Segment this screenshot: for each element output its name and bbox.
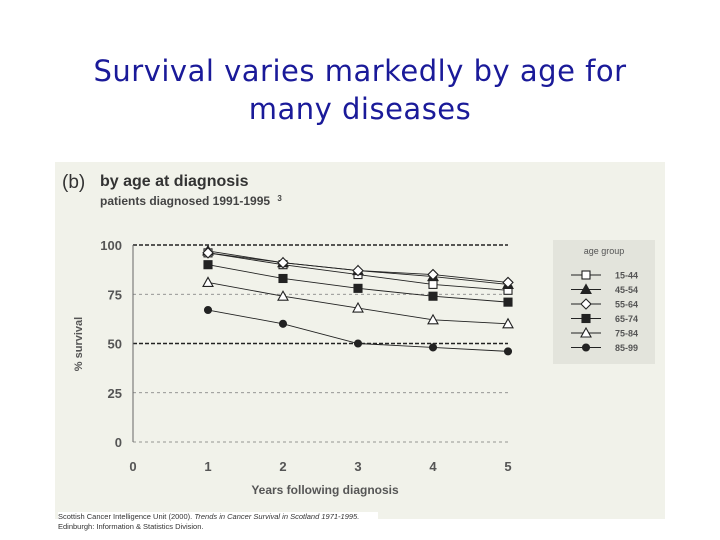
- data-point-65-74-year-3: [353, 283, 363, 293]
- series-85-99: [203, 305, 513, 356]
- source-credit-prefix: Scottish Cancer Intelligence Unit (2000)…: [58, 512, 193, 521]
- series-65-74: [203, 260, 513, 307]
- chart-subtitle-note: 3: [277, 194, 282, 203]
- x-tick-label-4: 4: [429, 459, 437, 474]
- data-point-65-74-year-2: [278, 273, 288, 284]
- legend-entry-65-74: 65-74: [571, 313, 638, 324]
- data-point-55-64-year-3: [352, 264, 364, 277]
- legend-marker-55-64: [580, 298, 592, 310]
- data-point-85-99-year-3: [353, 339, 363, 348]
- chart-panel-label: (b): [62, 172, 85, 193]
- legend-label-65-74: 65-74: [615, 314, 638, 324]
- legend-entry-85-99: 85-99: [571, 343, 638, 353]
- survival-line-chart: (b) by age at diagnosis patients diagnos…: [62, 172, 655, 497]
- legend-entry-55-64: 55-64: [571, 298, 638, 310]
- legend-box: [553, 240, 655, 364]
- data-point-75-84-year-4: [427, 313, 439, 325]
- legend-title: age group: [584, 246, 625, 256]
- x-tick-label-3: 3: [354, 459, 361, 474]
- legend-entry-75-84: 75-84: [571, 326, 638, 339]
- data-point-65-74-year-5: [503, 297, 513, 307]
- legend-entry-15-44: 15-44: [571, 270, 638, 281]
- data-point-85-99-year-5: [503, 347, 513, 356]
- source-credit-title: Trends in Cancer Survival in Scotland 19…: [194, 512, 360, 521]
- x-axis-label: Years following diagnosis: [251, 483, 399, 497]
- slide-title: Survival varies markedly by age for many…: [60, 52, 660, 128]
- legend-marker-75-84: [580, 326, 592, 338]
- legend-marker-65-74: [581, 313, 591, 324]
- data-point-65-74-year-4: [428, 291, 438, 301]
- data-point-85-99-year-1: [203, 305, 213, 315]
- data-point-75-84-year-3: [352, 301, 364, 313]
- legend-marker-15-44: [581, 270, 591, 280]
- data-point-55-64-year-5: [502, 276, 514, 289]
- data-point-55-64-year-2: [277, 256, 289, 269]
- legend-label-45-54: 45-54: [615, 285, 638, 295]
- data-point-15-44-year-4: [428, 279, 438, 289]
- data-point-75-84-year-1: [202, 276, 214, 287]
- slide-title-line-1: Survival varies markedly by age for: [93, 54, 627, 88]
- y-tick-label-0: 0: [115, 435, 122, 450]
- legend-entries: 15-44 45-54 55-64 65-74 75-84 85-99: [571, 270, 638, 353]
- chart-panel: (b) by age at diagnosis patients diagnos…: [55, 162, 665, 519]
- series-55-64: [202, 247, 514, 289]
- legend-label-75-84: 75-84: [615, 329, 638, 339]
- chart-title: by age at diagnosis: [100, 173, 249, 190]
- y-tick-label-100: 100: [100, 238, 122, 253]
- data-point-85-99-year-4: [428, 343, 438, 352]
- slide-title-line-2: many diseases: [248, 92, 472, 126]
- data-point-85-99-year-2: [278, 319, 288, 328]
- y-tick-label-25: 25: [108, 386, 122, 401]
- y-tick-label-75: 75: [108, 287, 122, 302]
- data-point-75-84-year-5: [502, 317, 514, 329]
- series-75-84: [202, 276, 514, 329]
- data-point-55-64-year-1: [202, 247, 214, 259]
- x-tick-label-2: 2: [279, 459, 286, 474]
- source-credit-suffix: Edinburgh: Information & Statistics Divi…: [58, 522, 204, 531]
- chart-subtitle-text: patients diagnosed 1991-1995: [100, 194, 270, 208]
- legend: age group 15-44 45-54 55-64 65-74 75-84 85-99: [553, 240, 655, 364]
- y-tick-labels: 0 25 50 75 100: [100, 238, 122, 450]
- x-tick-label-1: 1: [204, 459, 211, 474]
- y-tick-label-50: 50: [108, 337, 122, 352]
- data-point-65-74-year-1: [203, 260, 213, 270]
- legend-entry-45-54: 45-54: [571, 283, 638, 295]
- x-tick-label-0: 0: [129, 459, 136, 474]
- legend-label-85-99: 85-99: [615, 343, 638, 353]
- grid-lines: [133, 244, 508, 443]
- legend-marker-45-54: [580, 283, 592, 295]
- series-layer: [202, 244, 514, 356]
- legend-label-15-44: 15-44: [615, 271, 638, 281]
- legend-label-55-64: 55-64: [615, 300, 638, 310]
- y-axis-label: % survival: [73, 317, 85, 371]
- chart-subtitle: patients diagnosed 1991-1995 3: [100, 194, 282, 208]
- x-tick-labels: 0 1 2 3 4 5: [129, 459, 511, 474]
- data-point-55-64-year-4: [427, 268, 439, 281]
- data-point-75-84-year-2: [277, 290, 289, 301]
- x-tick-label-5: 5: [504, 459, 511, 474]
- legend-marker-85-99: [581, 343, 591, 352]
- source-credit: Scottish Cancer Intelligence Unit (2000)…: [58, 512, 378, 532]
